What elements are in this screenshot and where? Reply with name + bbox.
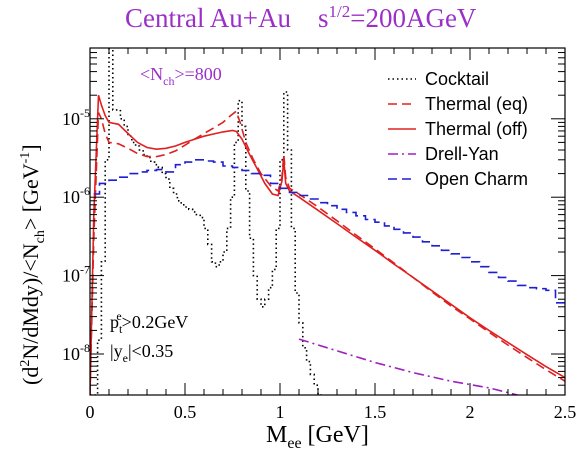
series-line-0 <box>90 48 322 395</box>
x-tick-label-5: 2.5 <box>554 402 577 422</box>
chart-title: Central Au+Au s1/2=200AGeV <box>125 2 476 34</box>
y-tick-label-2: 10-6 <box>62 184 90 207</box>
x-tick-label-3: 1.5 <box>364 402 387 422</box>
annotation-ye-cut: |ye|<0.35 <box>110 341 173 365</box>
x-tick-label-4: 2 <box>466 402 475 422</box>
series-line-3 <box>298 338 518 395</box>
legend-label-0: Cocktail <box>425 69 489 89</box>
y-tick-label-1: 10-7 <box>62 263 90 286</box>
y-axis-label: (d2N/dMdy)/<Nch> [GeV-1] <box>18 144 48 385</box>
series-layer <box>90 48 565 395</box>
x-tick-label-0: 0 <box>86 402 95 422</box>
x-tick-label-2: 1 <box>276 402 285 422</box>
title-sqrt-s-value: =200AGeV <box>350 3 477 33</box>
x-axis-label: Mee [GeV] <box>266 422 369 452</box>
legend-label-1: Thermal (eq) <box>425 94 528 114</box>
y-tick-label-0: 10-8 <box>62 341 90 364</box>
annotation-nch: <Nch>=800 <box>140 64 222 88</box>
x-tick-label-1: 0.5 <box>174 402 197 422</box>
title-prefix: Central Au+Au <box>125 3 291 33</box>
legend-label-2: Thermal (off) <box>425 119 528 139</box>
title-sqrt-s-exponent: 1/2 <box>328 2 351 21</box>
y-tick-label-3: 10-5 <box>62 106 90 129</box>
plot-frame <box>89 47 566 396</box>
legend-label-3: Drell-Yan <box>425 144 499 164</box>
series-line-2 <box>90 94 565 395</box>
title-sqrt-s-base: s <box>317 3 329 33</box>
legend: Cocktail Thermal (eq) Thermal (off) Drell-Y… <box>388 69 528 189</box>
axes-layer: 0 0.5 1 1.5 2 2.5 10-8 10-7 10-6 10-5 <box>62 47 577 422</box>
annotation-pt-cut: pte>0.2GeV <box>110 309 188 336</box>
series-line-4 <box>93 159 565 304</box>
legend-label-4: Open Charm <box>425 169 528 189</box>
